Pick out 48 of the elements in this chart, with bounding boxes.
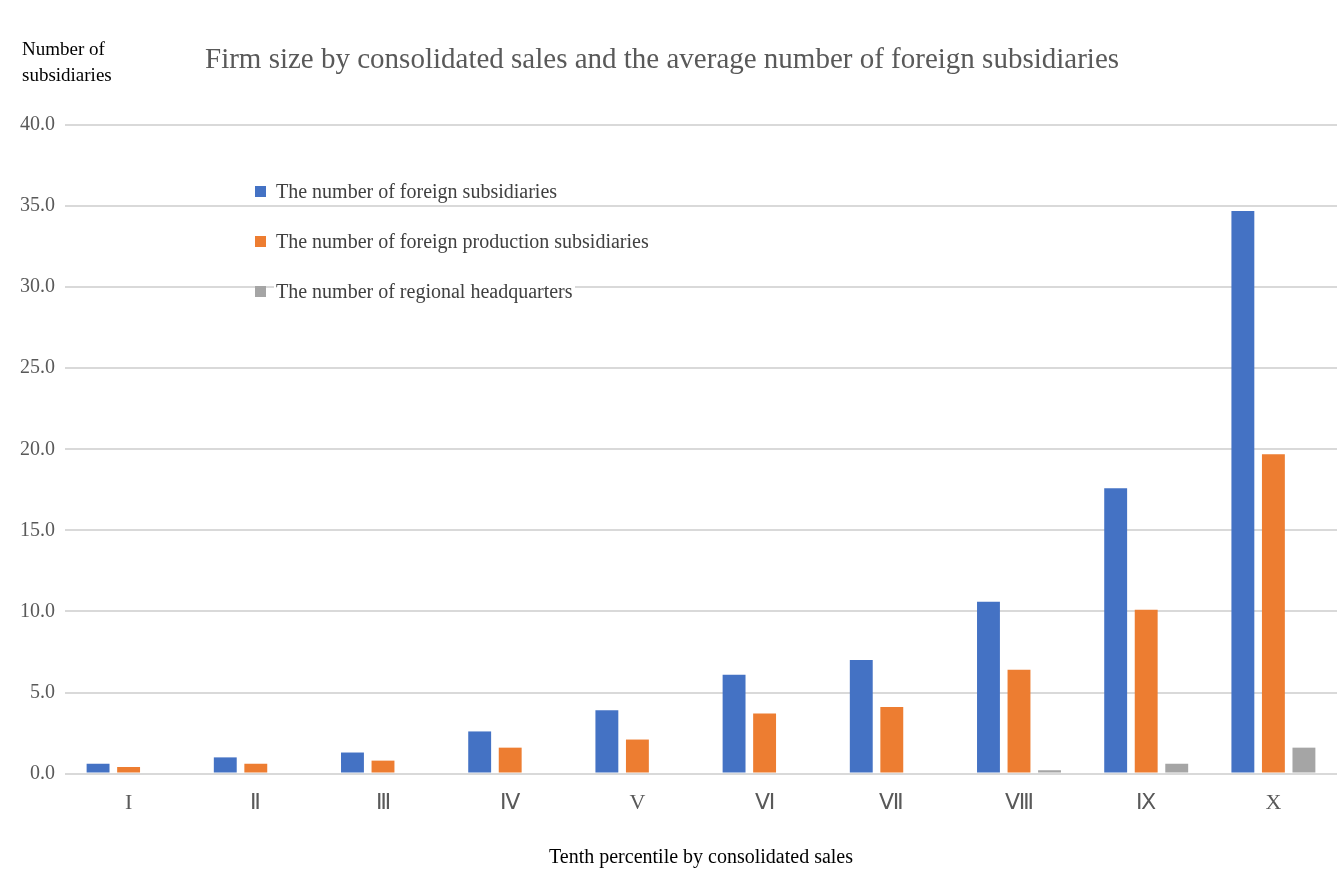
y-tick-label: 10.0 [20, 598, 55, 621]
bar [625, 739, 649, 773]
legend-label: The number of foreign subsidiaries [274, 179, 560, 203]
bar [498, 747, 522, 773]
x-tick-label: Ⅷ [1004, 788, 1034, 814]
x-tick-label: Ⅵ [754, 788, 775, 814]
bar [213, 757, 237, 773]
bar [86, 763, 110, 773]
bar [753, 713, 777, 773]
bar [880, 707, 904, 773]
y-tick-label: 30.0 [20, 274, 55, 297]
legend-label: The number of foreign production subsidiaries [274, 229, 651, 253]
y-axis-title: Number of subsidiaries [22, 37, 113, 87]
bar [244, 763, 268, 773]
y-tick-label: 35.0 [20, 193, 55, 216]
x-tick-label: Ⅸ [1136, 788, 1157, 814]
bar [341, 752, 364, 773]
y-tick-label: 15.0 [20, 517, 55, 540]
bar [595, 710, 619, 773]
bar [1038, 770, 1061, 773]
bar [1007, 669, 1031, 773]
bar [722, 674, 746, 773]
bar [1104, 488, 1128, 773]
y-tick-label: 20.0 [20, 436, 55, 459]
bar [977, 601, 1000, 773]
chart-title: Firm size by consolidated sales and the average number of foreign subsidiaries [205, 42, 1120, 75]
bar [371, 760, 395, 773]
y-tick-label: 40.0 [20, 112, 55, 135]
y-tick-label: 0.0 [30, 760, 55, 783]
x-tick-label: Ⅳ [500, 788, 522, 814]
x-axis-title: Tenth percentile by consolidated sales [548, 845, 854, 869]
bar [1231, 210, 1255, 773]
x-tick-label: Ⅶ [879, 788, 905, 814]
bar [1134, 609, 1158, 773]
bar [117, 767, 141, 773]
x-tick-label: Ⅲ [375, 788, 391, 814]
x-tick-label: I [124, 788, 133, 814]
bar [1292, 747, 1316, 773]
bar [1165, 763, 1189, 773]
x-tick-label: V [629, 788, 646, 814]
x-tick-label: X [1265, 788, 1282, 814]
legend-label: The number of regional headquarters [274, 279, 575, 303]
bar [1261, 454, 1285, 773]
y-tick-label: 25.0 [20, 355, 55, 378]
y-tick-label: 5.0 [30, 679, 55, 702]
x-tick-label: Ⅱ [250, 788, 262, 814]
bar [849, 660, 873, 773]
bar [468, 731, 492, 773]
